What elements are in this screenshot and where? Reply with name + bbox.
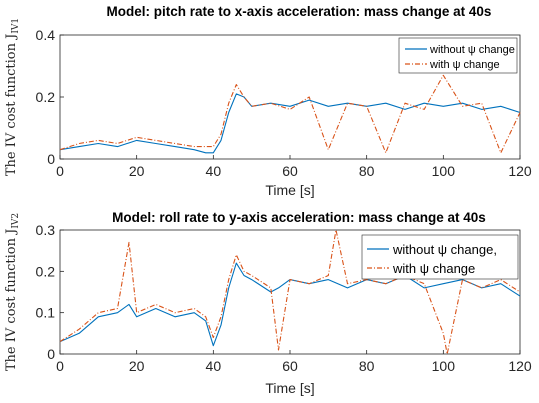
chart-1-ytick-label: 0 [47,151,55,167]
chart-1-ylabel-subscript: IV1 [11,18,21,34]
chart-1-series-2-line [59,74,521,154]
chart-1-title: Model: pitch rate to x-axis acceleration… [107,4,492,19]
chart-1-ytick-label: 0.2 [36,89,56,105]
subplot-2: Model: roll rate to y-axis acceleration:… [4,210,532,396]
chart-2-xtick-label: 80 [359,358,375,374]
chart-1-legend-box [398,37,518,74]
chart-2-legend-label-2: with ψ change [392,261,475,276]
chart-2-xlabel: Time [s] [265,380,314,396]
chart-1-ylabel: The IV cost function JIV1 [4,18,21,176]
chart-1-xtick-label: 40 [206,163,222,179]
chart-2-ylabel-subscript: IV2 [11,213,21,229]
chart-2-ytick-label: 0 [47,346,55,362]
subplot-1: Model: pitch rate to x-axis acceleration… [4,4,532,198]
chart-1-xtick-label: 0 [56,163,64,179]
chart-1-legend-label-1: without ψ change [429,44,515,56]
chart-1-xlabel: Time [s] [265,182,314,198]
chart-2-ytick-label: 0.2 [36,263,56,279]
chart-2-series-1-line [59,262,521,347]
chart-2-xtick-label: 20 [129,358,145,374]
chart-2-legend-label-1: without ψ change, [392,242,497,257]
chart-2-title: Model: roll rate to y-axis acceleration:… [112,210,486,225]
chart-2-ylabel-main: The IV cost function J [4,229,19,371]
chart-2-xtick-label: 100 [432,358,456,374]
chart-2-xtick-label: 40 [206,358,222,374]
chart-2-xtick-label: 0 [56,358,64,374]
chart-1-xtick-label: 20 [129,163,145,179]
chart-2-ytick-label: 0.3 [36,222,56,238]
chart-2-ylabel: The IV cost function JIV2 [4,213,21,371]
chart-2-xtick-label: 60 [282,358,298,374]
chart-1-xtick-label: 60 [282,163,298,179]
chart-1-ytick-label: 0.4 [36,27,56,43]
chart-1-xtick-label: 100 [432,163,456,179]
chart-2-xtick-label: 120 [508,358,532,374]
chart-2-legend: without ψ change, with ψ change [361,234,519,280]
chart-1-series-1-line [59,93,521,154]
chart-1-xtick-label: 80 [359,163,375,179]
chart-2-series-2-line [59,229,521,355]
chart-2-ytick-label: 0.1 [36,305,56,321]
chart-1-ylabel-main: The IV cost function J [4,34,19,176]
chart-1-legend-label-2: with ψ change [429,59,500,71]
chart-1-legend: without ψ change with ψ change [398,37,518,74]
chart-2-legend-box [361,234,519,280]
chart-1-xtick-label: 120 [508,163,532,179]
